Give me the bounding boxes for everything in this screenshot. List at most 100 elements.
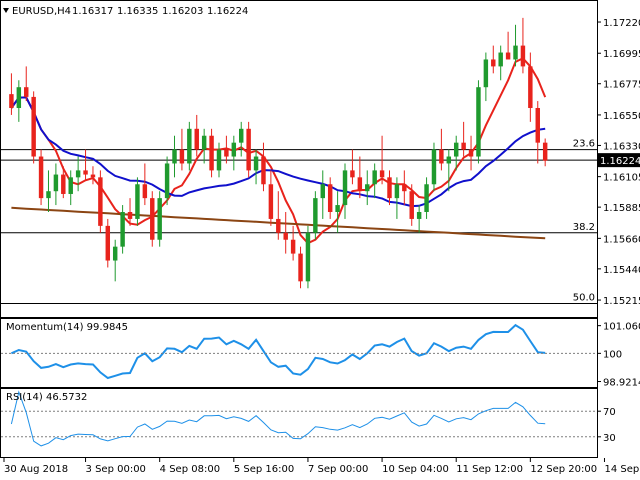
header-low: 1.16203 [162, 6, 203, 17]
candle-body [231, 142, 237, 157]
fib-level-label: 38.2 [573, 222, 595, 233]
candle-body [439, 149, 444, 164]
candle-body [357, 177, 363, 192]
candle-body [120, 212, 125, 247]
candle-body [335, 205, 340, 212]
candle-body [394, 184, 400, 199]
candle-body [520, 45, 526, 67]
candle-body [38, 156, 44, 199]
x-tick-label: 3 Sep 00:00 [86, 464, 146, 475]
candle-body [290, 239, 296, 254]
candle-body [402, 184, 407, 192]
candle-body [216, 149, 222, 171]
y-tick-label: 98.9214 [603, 378, 640, 389]
candle-body [372, 170, 377, 185]
candle-body [446, 156, 452, 164]
axes: 1.17220 1.16995 1.16775 1.16550 1.16330 1.161… [3, 18, 640, 475]
fib-level-label: 50.0 [573, 293, 595, 304]
candle-body [298, 253, 303, 282]
candle-body [276, 218, 281, 233]
y-tick-label: 1.15660 [603, 234, 640, 245]
candle-body [142, 184, 148, 199]
x-tick-label: 12 Sep 20:00 [530, 464, 597, 475]
candle-body [379, 170, 385, 178]
candle-body [246, 128, 251, 171]
candle-body [224, 149, 229, 157]
candle-body [498, 52, 503, 67]
y-tick-label: 1.16775 [603, 80, 640, 91]
header-open: 1.16317 [72, 6, 113, 17]
y-tick-label: 70 [603, 407, 616, 418]
candle-body [239, 128, 244, 143]
rsi-plot [1, 390, 597, 447]
y-tick-label: 1.15440 [603, 265, 640, 276]
rsi-title: RSI(14) 46.5732 [6, 392, 87, 403]
candle-body [127, 212, 133, 219]
candle-body [416, 212, 422, 219]
candle-body [409, 191, 414, 219]
candle-body [461, 142, 466, 150]
current-price-box [598, 153, 640, 168]
candle-body [53, 174, 59, 192]
y-tick-label: 1.16105 [603, 173, 640, 184]
candle-body [305, 232, 311, 282]
candle-body [83, 170, 88, 175]
x-tick-label: 10 Sep 04:00 [382, 464, 449, 475]
candle-body [424, 184, 429, 212]
candle-body [313, 198, 318, 233]
candle-body [150, 198, 155, 240]
x-tick-label: 14 Sep 04:00 [604, 464, 640, 475]
momentum-line [10, 323, 546, 380]
candle-body [46, 191, 51, 199]
candle-body [31, 96, 36, 157]
candle-body [476, 87, 481, 157]
candle-body [253, 156, 259, 171]
candle-body [179, 149, 185, 164]
candle-body [468, 149, 474, 157]
price-panel [0, 0, 598, 318]
candle-body [157, 198, 162, 240]
candle-body [283, 232, 288, 240]
candle-body [194, 128, 199, 150]
candle-body [387, 177, 392, 199]
candle-body [431, 149, 437, 185]
candle-body [320, 184, 325, 199]
candle-body [327, 184, 333, 212]
fib-level-label: 23.6 [573, 139, 595, 150]
y-tick-label: 101.0602 [603, 322, 640, 333]
candle-body [164, 163, 170, 199]
x-tick-label: 30 Aug 2018 [4, 464, 68, 475]
candle-body [98, 177, 103, 226]
price-plot: 23.6 38.2 50.0 [1, 17, 597, 305]
candle-body [105, 225, 111, 261]
rsi-panel [0, 388, 598, 458]
candle-body [201, 135, 207, 150]
x-tick-label: 5 Sep 16:00 [234, 464, 294, 475]
momentum-title: Momentum(14) 99.9845 [6, 322, 128, 333]
candle-body [16, 87, 22, 108]
momentum-plot [1, 323, 597, 380]
candle-body [542, 142, 548, 161]
y-tick-label: 1.15215 [603, 296, 640, 307]
y-tick-label: 1.16550 [603, 111, 640, 122]
candle-body [513, 45, 518, 60]
candle-body [365, 184, 370, 192]
header-high: 1.16335 [117, 6, 158, 17]
candle-body [268, 184, 274, 219]
rsi-line [10, 390, 546, 447]
candle-body [209, 135, 214, 171]
candle-body [528, 66, 533, 108]
candle-body [61, 174, 66, 194]
candle-body [24, 87, 29, 97]
candle-body [9, 94, 14, 108]
x-tick-label: 4 Sep 08:00 [160, 464, 220, 475]
candle-body [75, 170, 81, 178]
candle-body [491, 59, 496, 67]
y-tick-label: 1.15885 [603, 203, 640, 214]
candle-body [261, 156, 266, 185]
candle-body [453, 142, 459, 157]
candle-body [350, 170, 355, 178]
triangle-down-icon [3, 8, 9, 13]
candle-body [342, 170, 348, 206]
candle-body [112, 246, 118, 261]
